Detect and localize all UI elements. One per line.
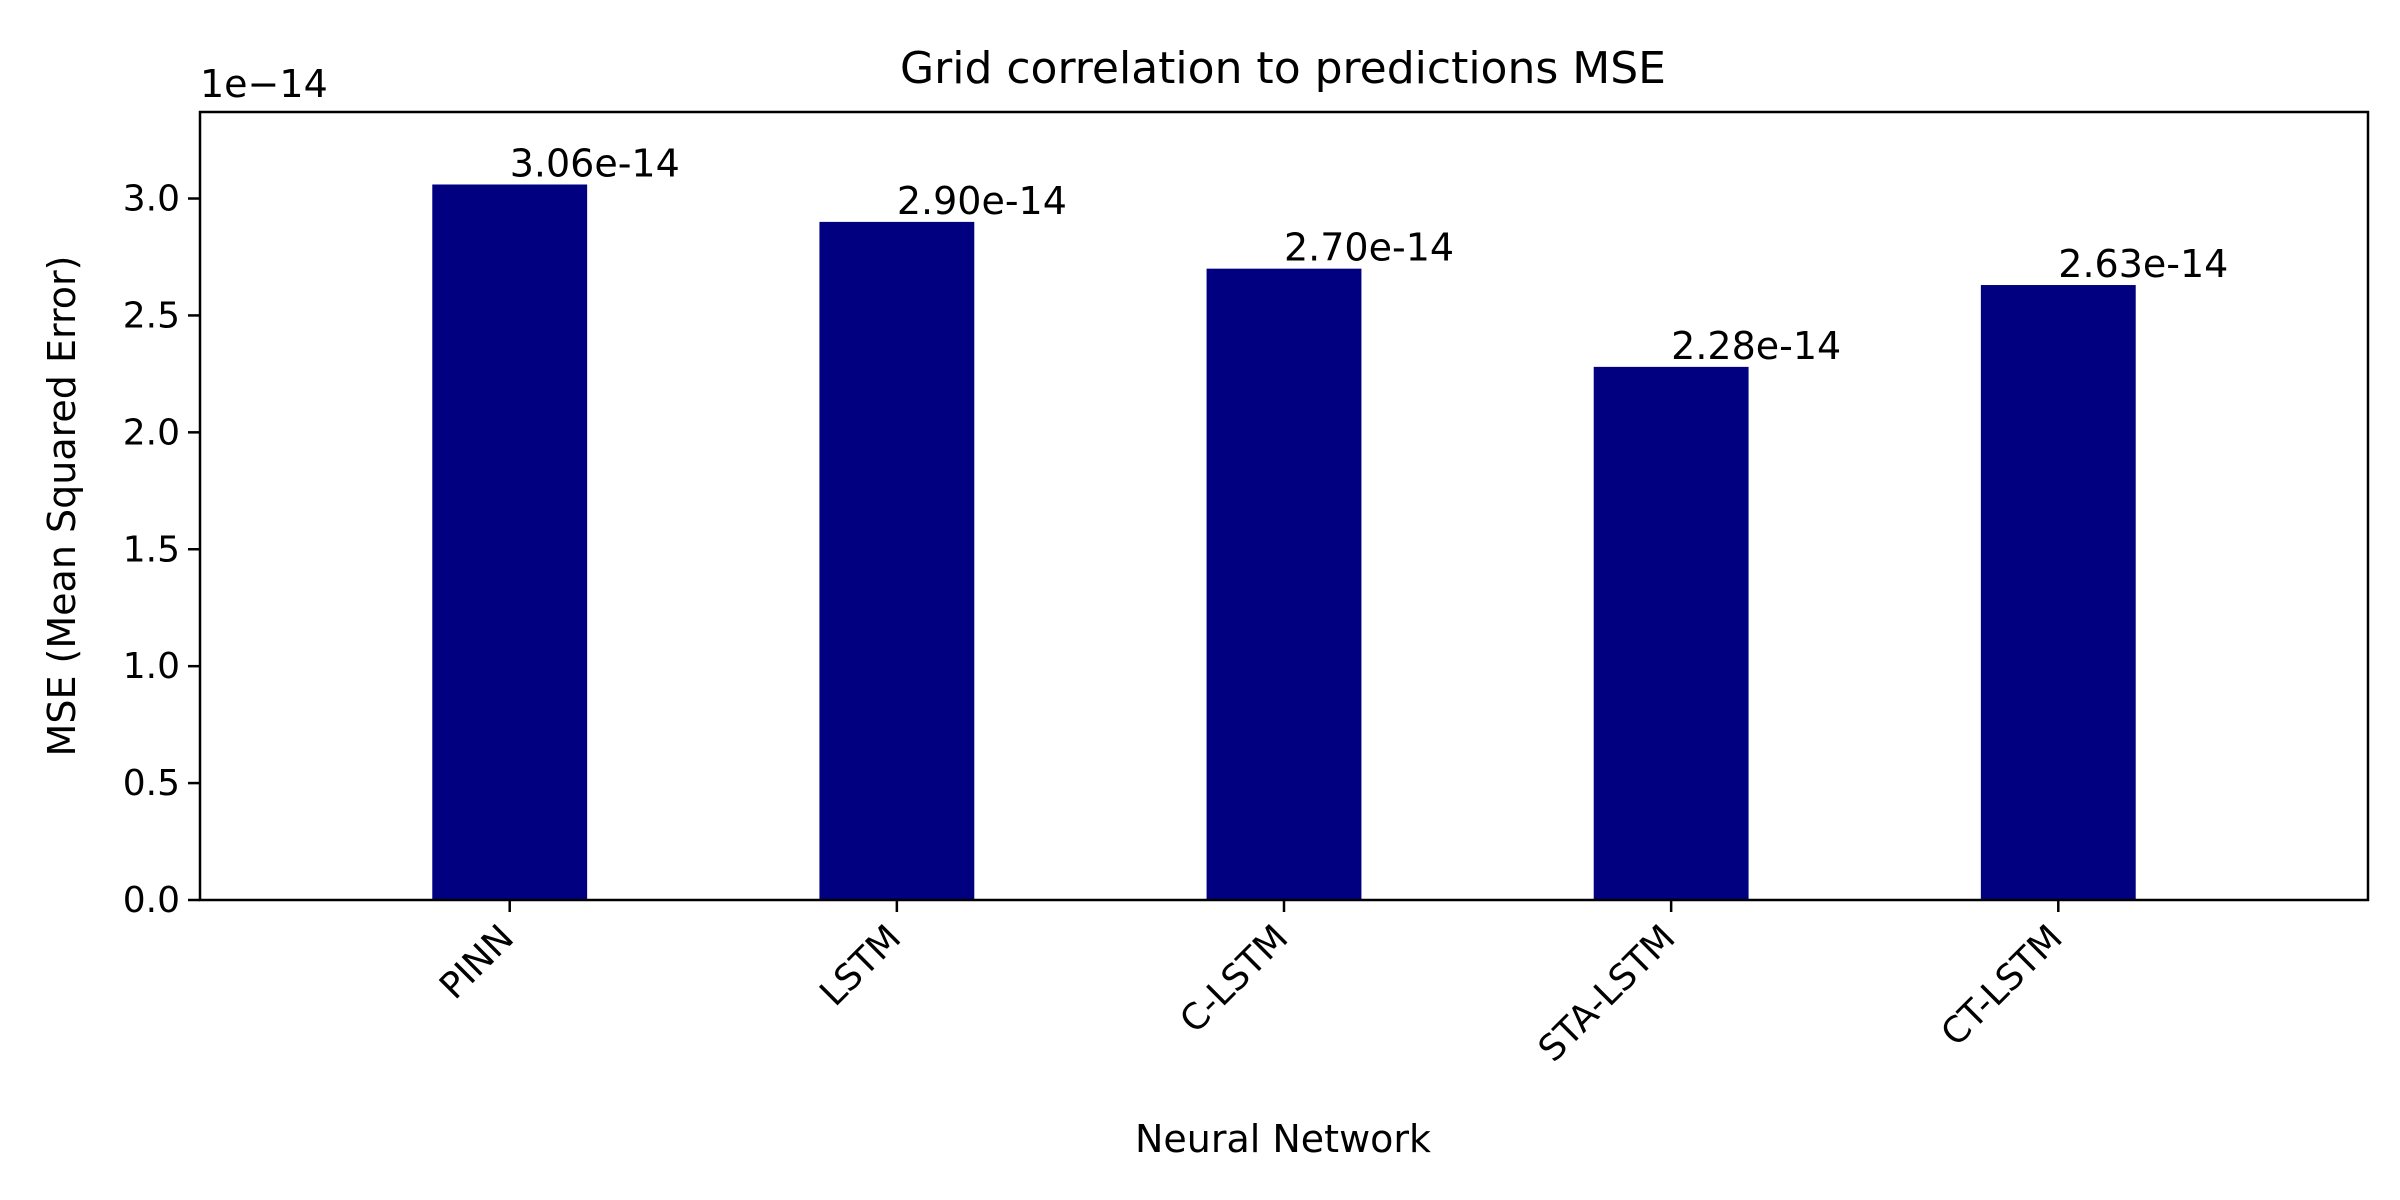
chart-title: Grid correlation to predictions MSE [900,43,1666,94]
x-tick-group: PINN LSTM C-LSTM STA-LSTM CT-LSTM [432,900,2071,1070]
x-tick-label: STA-LSTM [1531,917,1684,1070]
y-axis-label: MSE (Mean Squared Error) [40,256,84,757]
data-label: 2.63e-14 [2058,242,2228,286]
y-tick-label: 1.5 [123,529,180,570]
x-tick-label: C-LSTM [1173,917,1297,1041]
bars-group [432,184,2136,901]
data-label: 2.28e-14 [1671,324,1841,368]
y-tick-label: 0.5 [123,763,180,804]
x-axis-label: Neural Network [1135,1117,1431,1161]
y-tick-label: 0.0 [123,880,180,921]
plot-area-frame [198,110,2370,902]
data-label-group: 3.06e-14 2.90e-14 2.70e-14 2.28e-14 2.63e-14 [510,141,2229,367]
y-axis-scale-label: 1e−14 [200,62,328,106]
bar-ct-lstm [1980,285,2136,900]
bar-pinn [432,184,588,901]
y-tick-group: 0.0 0.5 1.0 1.5 2.0 2.5 3.0 [123,179,200,921]
bar-c-lstm [1206,268,1362,901]
y-tick-label: 2.0 [123,412,180,453]
y-tick-label: 1.0 [123,646,180,687]
x-tick-label: CT-LSTM [1934,917,2071,1054]
data-label: 3.06e-14 [510,141,680,185]
y-tick-label: 2.5 [123,295,180,336]
x-tick-label: LSTM [812,917,909,1014]
data-label: 2.70e-14 [1284,226,1454,270]
x-tick-label: PINN [432,917,522,1007]
data-label: 2.90e-14 [897,179,1067,223]
bar-lstm [819,221,975,900]
y-tick-label: 3.0 [123,179,180,220]
bar-sta-lstm [1593,366,1749,900]
